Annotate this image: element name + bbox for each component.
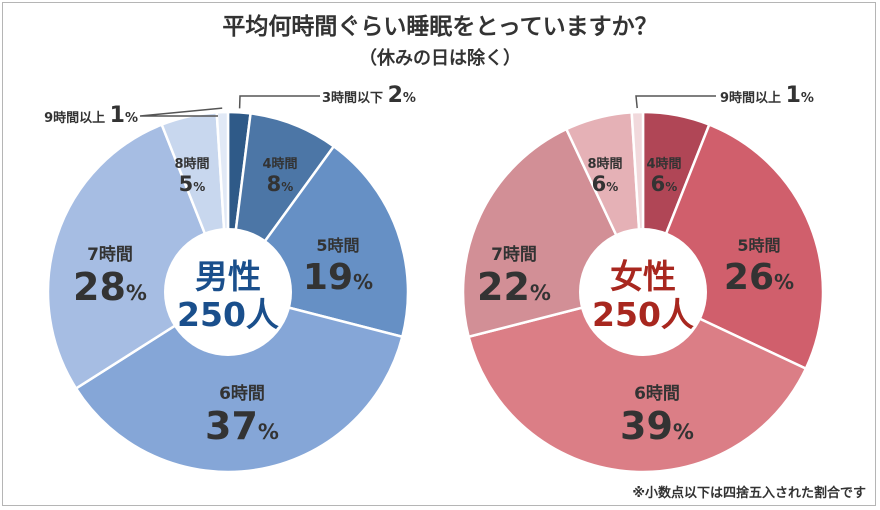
women-center-hole bbox=[579, 228, 707, 356]
women-center-count: 250人 bbox=[592, 295, 694, 334]
men-slice-value-4: 28% bbox=[73, 265, 147, 309]
men-center-label: 男性 bbox=[195, 257, 261, 296]
men-slice-4 bbox=[46, 123, 230, 391]
men-slice-label-1: 4時間 bbox=[262, 156, 297, 172]
men-leader-line-0 bbox=[238, 95, 320, 109]
footnote: ※小数点以下は四捨五入された割合です bbox=[632, 485, 866, 501]
men-slice-value-3: 37% bbox=[205, 404, 279, 448]
women-slice-label-1: 5時間 bbox=[737, 236, 780, 255]
women-slice-value-2: 39% bbox=[620, 404, 694, 448]
men-callout-6: 9時間以上 1% bbox=[44, 103, 138, 128]
women-callout-5: 9時間以上 1% bbox=[720, 83, 814, 108]
men-callout-0: 3時間以下 2% bbox=[322, 83, 416, 108]
women-slice-label-0: 4時間 bbox=[646, 156, 681, 172]
women-slice-label-4: 8時間 bbox=[587, 156, 622, 172]
women-leader-line-5 bbox=[635, 95, 716, 109]
women-slice-value-4: 6% bbox=[592, 172, 619, 196]
chart-title: 平均何時間ぐらい睡眠をとっていますか？ bbox=[222, 13, 657, 40]
men-slice-label-4: 7時間 bbox=[87, 244, 133, 265]
men-slice-value-2: 19% bbox=[303, 257, 373, 298]
men-slice-label-3: 6時間 bbox=[219, 383, 265, 404]
women-slice-2 bbox=[467, 290, 808, 474]
men-slice-value-5: 5% bbox=[179, 172, 206, 196]
men-slice-label-5: 8時間 bbox=[174, 156, 209, 172]
men-center-hole bbox=[164, 228, 292, 356]
men-slice-label-2: 5時間 bbox=[316, 236, 359, 255]
chart-subtitle: （休みの日は除く） bbox=[359, 47, 521, 69]
men-leader-line-6 bbox=[139, 107, 223, 117]
women-slice-label-3: 7時間 bbox=[491, 244, 537, 265]
women-slice-value-1: 26% bbox=[724, 257, 794, 298]
men-center-count: 250人 bbox=[177, 295, 279, 334]
women-slice-value-3: 22% bbox=[477, 265, 551, 309]
men-slice-value-1: 8% bbox=[267, 172, 294, 196]
women-slice-value-0: 6% bbox=[651, 172, 678, 196]
women-slice-label-2: 6時間 bbox=[634, 383, 680, 404]
women-center-label: 女性 bbox=[610, 257, 676, 296]
